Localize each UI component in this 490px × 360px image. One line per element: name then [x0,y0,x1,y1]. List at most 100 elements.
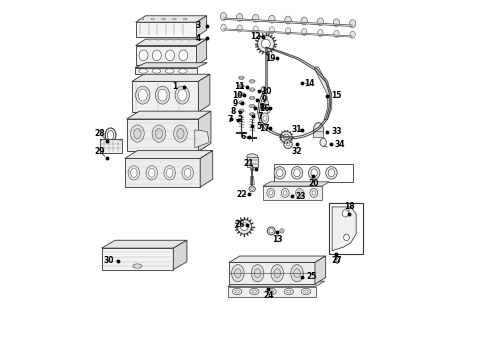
Polygon shape [274,164,353,182]
Text: 8: 8 [230,107,240,116]
Ellipse shape [269,191,272,195]
Ellipse shape [166,50,174,61]
Ellipse shape [301,28,307,36]
Ellipse shape [155,129,163,139]
Polygon shape [100,139,122,153]
Ellipse shape [235,290,239,293]
Text: 14: 14 [304,79,315,88]
Polygon shape [261,87,270,114]
Text: 3: 3 [196,21,207,30]
Ellipse shape [133,264,142,268]
Ellipse shape [326,167,337,179]
Ellipse shape [183,18,187,20]
Text: 18: 18 [343,202,354,211]
Ellipse shape [284,288,294,295]
Ellipse shape [252,14,259,22]
Text: 19: 19 [265,54,275,63]
Text: 22: 22 [236,190,246,199]
Polygon shape [125,158,200,187]
Text: 33: 33 [327,127,342,136]
Polygon shape [332,207,356,251]
Polygon shape [196,39,207,65]
Polygon shape [250,176,254,185]
Polygon shape [315,256,326,284]
Ellipse shape [152,69,161,73]
Ellipse shape [251,166,254,168]
Ellipse shape [166,69,174,73]
Text: 5: 5 [252,122,262,131]
Ellipse shape [271,265,284,282]
Ellipse shape [295,188,303,197]
Ellipse shape [317,18,323,26]
Ellipse shape [284,140,293,148]
Ellipse shape [274,167,286,179]
Text: 25: 25 [302,272,317,281]
Ellipse shape [318,30,323,37]
Ellipse shape [251,265,264,282]
Text: 4: 4 [196,34,207,43]
Ellipse shape [250,96,255,100]
Polygon shape [101,240,187,248]
Text: 30: 30 [103,256,118,265]
Ellipse shape [287,290,291,293]
Ellipse shape [343,234,349,240]
Text: 28: 28 [95,129,105,139]
Polygon shape [195,130,209,148]
Ellipse shape [283,134,289,140]
Ellipse shape [151,18,155,20]
Ellipse shape [298,191,301,195]
Ellipse shape [146,166,157,180]
Polygon shape [132,74,210,81]
Text: 9: 9 [232,99,242,108]
Ellipse shape [247,154,258,159]
Ellipse shape [239,76,244,80]
Text: 11: 11 [234,82,245,91]
Text: 17: 17 [259,123,270,132]
Ellipse shape [178,89,187,101]
Ellipse shape [294,169,300,177]
Ellipse shape [270,290,274,293]
Ellipse shape [232,265,244,282]
Ellipse shape [235,269,241,278]
Text: 7: 7 [253,112,263,121]
Ellipse shape [334,30,339,37]
Polygon shape [198,111,211,151]
Ellipse shape [342,210,349,217]
Ellipse shape [310,188,318,197]
Polygon shape [228,281,324,287]
Text: 20: 20 [308,179,319,188]
Ellipse shape [162,18,166,20]
Ellipse shape [236,13,243,21]
Polygon shape [196,16,207,37]
Text: 32: 32 [292,147,302,156]
Ellipse shape [179,50,188,61]
Ellipse shape [261,39,270,48]
Ellipse shape [152,50,161,61]
Ellipse shape [184,168,191,177]
Text: 2: 2 [231,114,242,123]
Ellipse shape [167,168,173,177]
Polygon shape [136,45,196,65]
Ellipse shape [269,27,274,34]
Ellipse shape [138,89,147,101]
Ellipse shape [237,25,243,32]
Ellipse shape [237,219,252,234]
Ellipse shape [158,89,167,101]
Text: 29: 29 [95,147,105,157]
Text: 8: 8 [255,103,265,112]
Ellipse shape [239,109,244,113]
Ellipse shape [232,288,242,295]
Ellipse shape [267,288,276,295]
Polygon shape [173,240,187,270]
Ellipse shape [250,80,255,83]
Ellipse shape [177,129,184,139]
Ellipse shape [250,288,259,295]
Ellipse shape [294,269,300,278]
Text: 21: 21 [244,159,254,168]
Polygon shape [314,67,332,120]
Ellipse shape [301,17,307,25]
Text: 34: 34 [331,140,345,149]
Polygon shape [136,22,196,37]
Ellipse shape [250,88,255,91]
Polygon shape [313,132,324,138]
